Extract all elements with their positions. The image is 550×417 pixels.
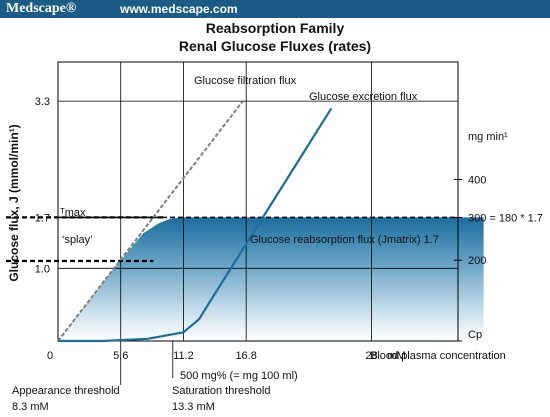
x-tick-label: 0 bbox=[47, 350, 53, 362]
chart-subtitle: Renal Glucose Fluxes (rates) bbox=[178, 38, 372, 54]
right-tick-label-200: 200 bbox=[468, 255, 486, 267]
site-url[interactable]: www.medscape.com bbox=[120, 2, 238, 16]
splay-label: ‘splay’ bbox=[62, 234, 93, 246]
excretion-flux-curve bbox=[58, 107, 333, 343]
header-banner: Medscape® www.medscape.com bbox=[0, 0, 550, 18]
appearance-threshold-label: Appearance threshold bbox=[12, 385, 120, 397]
chart-title: Reabsorption Family bbox=[205, 20, 345, 36]
saturation-threshold-value: 13.3 mM bbox=[172, 401, 215, 413]
y-axis-label: Glucose flux, J (mmol/min¹) bbox=[7, 124, 21, 281]
x-tick-label: 28 bbox=[365, 350, 377, 362]
y-tick-label-1-7: 1.7 bbox=[35, 212, 50, 224]
filtration-flux-label: Glucose filtration flux bbox=[194, 75, 297, 87]
x-tick-label: 5.6 bbox=[113, 350, 128, 362]
mg-conversion-label: 500 mg% (= mg 100 ml) bbox=[180, 370, 298, 382]
x-axis-label: Blood plasma concentration bbox=[370, 350, 506, 362]
right-axis-unit: mg min¹ bbox=[468, 131, 508, 143]
tmax-label: ᵀmax bbox=[60, 207, 86, 219]
x-tick-label: 11.2 bbox=[173, 350, 194, 362]
x-tick-label: 16.8 bbox=[235, 350, 256, 362]
x-unit-label: mM bbox=[387, 350, 405, 362]
saturation-threshold-label: Saturation threshold bbox=[172, 385, 270, 397]
appearance-threshold-value: 8.3 mM bbox=[12, 401, 49, 413]
y-tick-label-3-3: 3.3 bbox=[35, 96, 50, 108]
cp-label: Cp bbox=[468, 329, 482, 341]
medscape-logo[interactable]: Medscape® bbox=[6, 1, 77, 16]
right-tick-label-400: 400 bbox=[468, 174, 486, 186]
excretion-flux-label: Glucose excretion flux bbox=[309, 91, 418, 103]
right-tick-label-300: 300 = 180 * 1.7 bbox=[468, 212, 543, 224]
reabsorption-flux-label: Glucose reabsorption flux (Jmatrix) 1.7 bbox=[250, 234, 439, 246]
y-tick-label-1-0: 1.0 bbox=[35, 263, 50, 275]
filtration-flux-line bbox=[57, 100, 244, 342]
reabsorption-area bbox=[58, 217, 484, 341]
